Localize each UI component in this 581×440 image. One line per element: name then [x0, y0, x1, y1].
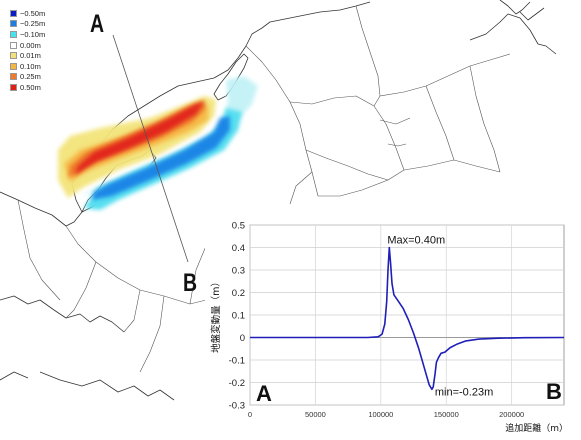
- x-tick-label: 0: [248, 410, 252, 419]
- y-tick-label: -0.1: [229, 356, 245, 367]
- chart-svg: -0.3 -0.2 -0.1 0 0.1 0.2 0.3 0.4 0.5 0 50000 100000…: [210, 221, 568, 435]
- y-tick-label: 0.1: [232, 311, 245, 322]
- legend-label: 0.10m: [20, 61, 41, 71]
- y-tick-label: 0: [240, 333, 245, 344]
- legend-item: 0.01m: [10, 50, 45, 61]
- displacement-profile-chart: -0.3 -0.2 -0.1 0 0.1 0.2 0.3 0.4 0.5 0 50000 100000…: [205, 215, 581, 440]
- legend: −0.50m −0.25m −0.10m 0.00m 0.01m 0.10m 0.25m 0.…: [10, 8, 45, 93]
- legend-item: −0.50m: [10, 8, 45, 19]
- x-tick-label: 200000: [499, 410, 524, 419]
- x-tick-label: 50000: [305, 410, 326, 419]
- legend-swatch: [10, 52, 17, 60]
- max-annotation: Max=0.40m: [387, 235, 445, 247]
- legend-label: −0.10m: [20, 29, 46, 39]
- legend-item: 0.25m: [10, 72, 45, 83]
- series-line: [250, 246, 565, 391]
- legend-item: 0.10m: [10, 61, 45, 72]
- profile-start-label: A: [90, 10, 105, 38]
- legend-item: −0.25m: [10, 19, 45, 30]
- y-axis-title: 地盤変動量（m）: [210, 277, 222, 353]
- legend-swatch: [10, 41, 17, 49]
- legend-swatch: [10, 30, 17, 38]
- x-tick-label: 150000: [434, 410, 459, 419]
- y-tick-label: -0.2: [229, 378, 245, 389]
- legend-swatch: [10, 83, 17, 91]
- min-annotation: min=-0.23m: [435, 386, 493, 398]
- legend-swatch: [10, 73, 17, 81]
- legend-item: −0.10m: [10, 29, 45, 40]
- y-tick-label: 0.2: [232, 288, 245, 299]
- legend-swatch: [10, 62, 17, 70]
- legend-label: −0.50m: [20, 8, 46, 18]
- y-tick-label: -0.3: [229, 401, 245, 412]
- x-tick-label: 100000: [368, 410, 393, 419]
- y-tick-label: 0.4: [232, 243, 245, 254]
- legend-label: 0.01m: [20, 51, 41, 61]
- legend-label: 0.25m: [20, 72, 41, 82]
- y-tick-label: 0.5: [232, 221, 245, 232]
- legend-item: 0.00m: [10, 40, 45, 51]
- profile-line: [112, 34, 189, 263]
- chart-label-a: A: [256, 381, 272, 406]
- legend-label: 0.50m: [20, 82, 41, 92]
- y-tick-label: 0.3: [232, 266, 245, 277]
- prefecture-boundaries: [17, 5, 511, 373]
- chart-label-b: B: [546, 379, 562, 404]
- legend-item: 0.50m: [10, 82, 45, 93]
- legend-swatch: [10, 9, 17, 17]
- x-axis-title: 追加距離（m）: [505, 422, 568, 434]
- profile-end-label: B: [183, 269, 198, 297]
- legend-label: −0.25m: [20, 19, 46, 29]
- legend-swatch: [10, 20, 17, 28]
- legend-label: 0.00m: [20, 40, 41, 50]
- deformation-field: [58, 76, 258, 210]
